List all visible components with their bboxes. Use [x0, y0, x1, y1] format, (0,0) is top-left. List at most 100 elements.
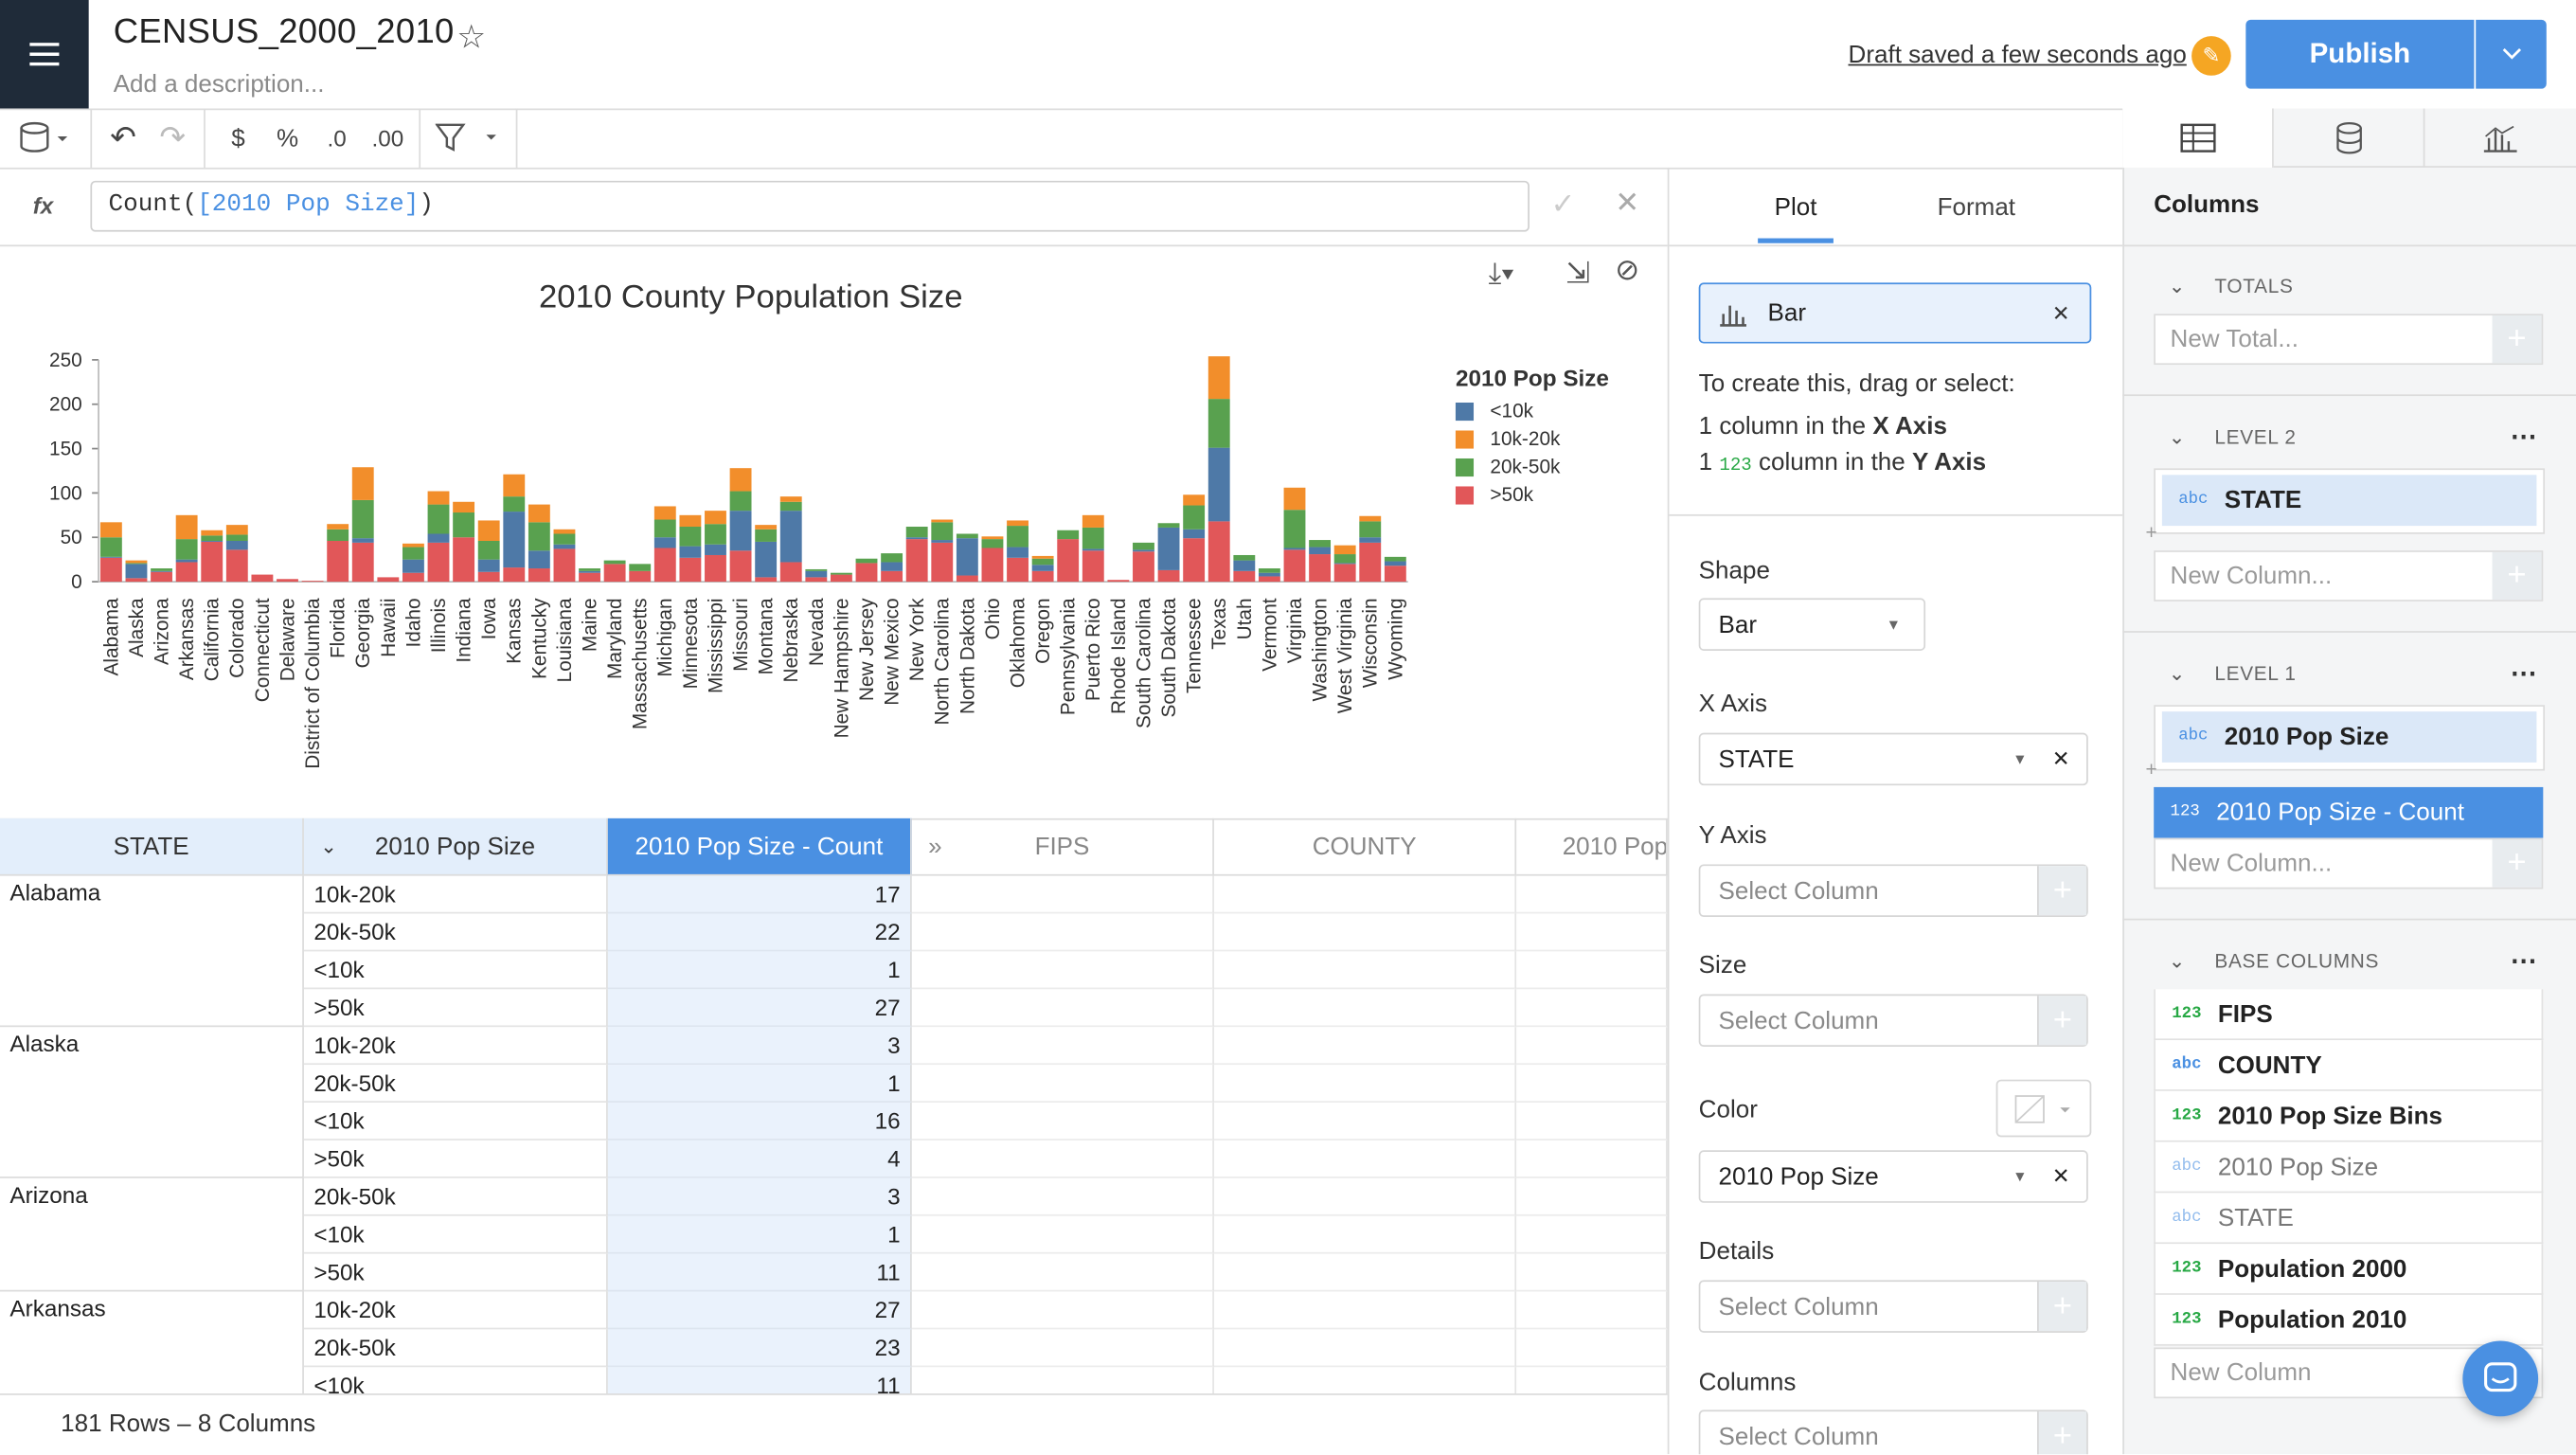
bar-segment[interactable] — [1258, 572, 1280, 577]
bar-segment[interactable] — [553, 533, 576, 545]
bar-segment[interactable] — [151, 570, 172, 572]
bar-segment[interactable] — [729, 491, 752, 512]
bar-segment[interactable] — [729, 511, 752, 551]
bar-segment[interactable] — [1359, 542, 1382, 583]
bar-segment[interactable] — [981, 536, 1004, 540]
count-cell[interactable]: 1 — [607, 1215, 912, 1254]
bar-segment[interactable] — [905, 539, 928, 583]
bar-segment[interactable] — [755, 541, 778, 578]
bar-segment[interactable] — [427, 542, 450, 583]
pop-size-cell[interactable]: 20k-50k — [303, 1177, 608, 1216]
bar-segment[interactable] — [175, 562, 198, 583]
bar-segment[interactable] — [225, 549, 248, 583]
bar-segment[interactable] — [125, 578, 148, 583]
bar-segment[interactable] — [629, 564, 652, 571]
draft-status-link[interactable]: Draft saved a few seconds ago — [1848, 41, 2187, 69]
col-header-state[interactable]: STATE — [0, 817, 304, 876]
bar-segment[interactable] — [528, 550, 550, 569]
bar-segment[interactable] — [1359, 537, 1382, 543]
bar-segment[interactable] — [1283, 510, 1306, 548]
bar-segment[interactable] — [327, 524, 349, 530]
bar-segment[interactable] — [553, 548, 576, 583]
clear-color-icon[interactable]: ✕ — [2051, 1163, 2070, 1189]
count-cell[interactable]: 1 — [607, 1065, 912, 1103]
bar-segment[interactable] — [805, 568, 828, 571]
bar-segment[interactable] — [679, 514, 702, 528]
bar-segment[interactable] — [855, 558, 878, 564]
bar-segment[interactable] — [931, 542, 954, 583]
bar-segment[interactable] — [1309, 554, 1332, 583]
columns-tab[interactable] — [2122, 108, 2274, 168]
datasource-button[interactable] — [0, 108, 89, 167]
bar-segment[interactable] — [905, 537, 928, 540]
color-palette-button[interactable] — [1995, 1079, 2092, 1138]
insert-level-icon[interactable]: + — [2145, 520, 2157, 545]
bar-segment[interactable] — [1208, 521, 1230, 583]
bar-segment[interactable] — [503, 512, 526, 568]
bar-segment[interactable] — [755, 529, 778, 542]
y-axis-select[interactable]: Select Column + — [1698, 864, 2088, 917]
pop-size-cell[interactable]: >50k — [303, 1140, 608, 1178]
bar-segment[interactable] — [1384, 556, 1406, 562]
bar-segment[interactable] — [956, 538, 978, 576]
expand-icon[interactable]: ⇲ — [1565, 256, 1591, 290]
bar-segment[interactable] — [779, 511, 802, 563]
bar-segment[interactable] — [679, 557, 702, 583]
bar-segment[interactable] — [705, 554, 726, 583]
count-cell[interactable]: 27 — [607, 989, 912, 1028]
bar-segment[interactable] — [1333, 564, 1356, 583]
bar-segment[interactable] — [528, 568, 550, 583]
bar-segment[interactable] — [503, 474, 526, 497]
bar-segment[interactable] — [201, 535, 224, 541]
bar-segment[interactable] — [1384, 561, 1406, 566]
bar-segment[interactable] — [579, 570, 600, 573]
state-cell[interactable]: Alaska — [9, 1030, 80, 1057]
bar-segment[interactable] — [729, 550, 752, 583]
bar-segment[interactable] — [1258, 576, 1280, 583]
bar-segment[interactable] — [1082, 514, 1104, 528]
legend-item[interactable]: 10k-20k — [1455, 427, 1560, 450]
bar-segment[interactable] — [1107, 580, 1130, 583]
level2-new-column-input[interactable]: New Column... + — [2154, 550, 2544, 602]
bar-segment[interactable] — [1057, 530, 1080, 540]
bar-segment[interactable] — [956, 575, 978, 583]
bar-segment[interactable] — [779, 562, 802, 583]
bar-segment[interactable] — [1157, 569, 1180, 583]
hide-eye-icon[interactable]: ⊘ — [1615, 253, 1640, 286]
bar-segment[interactable] — [351, 499, 374, 539]
size-select[interactable]: Select Column + — [1698, 994, 2088, 1048]
pop-size-cell[interactable]: 20k-50k — [303, 1329, 608, 1368]
bar-segment[interactable] — [755, 577, 778, 583]
bar-segment[interactable] — [225, 525, 248, 535]
add-columns-button[interactable]: + — [2037, 1411, 2087, 1455]
bar-segment[interactable] — [277, 579, 298, 583]
bar-segment[interactable] — [1258, 568, 1280, 573]
x-axis-select[interactable]: STATE ▼ ✕ — [1698, 732, 2088, 786]
bar-segment[interactable] — [477, 571, 500, 583]
download-icon[interactable]: ⤓▾ — [1488, 256, 1514, 290]
bar-segment[interactable] — [579, 572, 600, 583]
bar-segment[interactable] — [1359, 521, 1382, 538]
state-cell[interactable]: Arkansas — [9, 1294, 106, 1321]
bar-segment[interactable] — [881, 570, 903, 583]
bar-segment[interactable] — [779, 496, 802, 502]
bar-segment[interactable] — [327, 529, 349, 541]
col-header-pop2010[interactable]: 2010 Pop — [1516, 817, 1668, 876]
bar-segment[interactable] — [151, 571, 172, 583]
bar-segment[interactable] — [603, 564, 626, 583]
bar-segment[interactable] — [528, 504, 550, 523]
bar-segment[interactable] — [653, 548, 676, 583]
bar-segment[interactable] — [805, 570, 828, 578]
bar-segment[interactable] — [1031, 565, 1054, 571]
collapse-base-icon[interactable]: ⌄ — [2168, 949, 2186, 973]
menu-button[interactable] — [0, 0, 89, 109]
pop-size-cell[interactable]: >50k — [303, 1253, 608, 1292]
bar-segment[interactable] — [1233, 560, 1256, 571]
bar-chart[interactable]: 0 50 100 150 200 250 Alabama Alaska Arizona Arkan… — [0, 329, 1446, 805]
bar-segment[interactable] — [1233, 554, 1256, 561]
count-cell[interactable]: 16 — [607, 1102, 912, 1141]
decrease-decimal-button[interactable]: .0 — [327, 124, 347, 152]
bar-segment[interactable] — [453, 512, 475, 538]
bar-segment[interactable] — [503, 496, 526, 512]
level1-item-count[interactable]: 123 2010 Pop Size - Count — [2154, 786, 2544, 838]
